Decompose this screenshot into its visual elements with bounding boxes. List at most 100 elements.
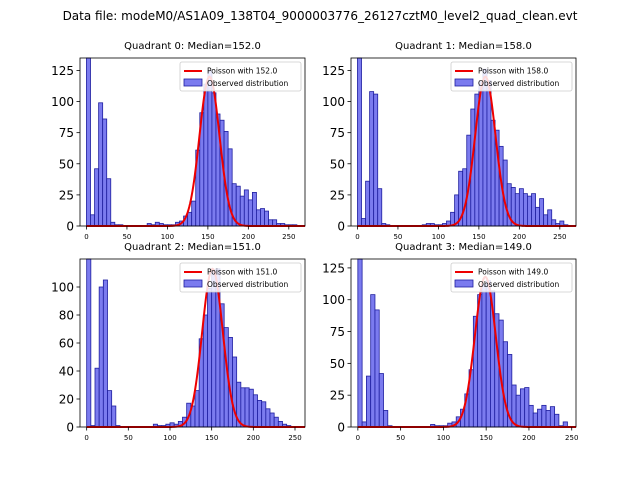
histogram-bar	[519, 388, 526, 428]
histogram-bar	[490, 119, 496, 227]
histogram-bar	[194, 390, 200, 428]
histogram-bar	[539, 198, 545, 227]
histogram-bar	[378, 373, 384, 428]
legend-observed-label: Observed distribution	[478, 79, 559, 88]
histogram-bar	[524, 387, 530, 428]
x-tick-label: 50	[393, 233, 402, 241]
y-tick-label: 75	[330, 325, 345, 339]
y-tick-label: 100	[322, 293, 345, 307]
legend-observed-label: Observed distribution	[207, 280, 288, 289]
histogram-bar	[251, 191, 257, 227]
histogram-bar	[244, 387, 250, 428]
x-tick-label: 250	[288, 434, 301, 442]
histogram-bar	[514, 193, 520, 227]
legend-observed-swatch	[454, 279, 474, 288]
legend: Poisson with 149.0 Observed distribution	[450, 262, 573, 293]
y-tick-label: 0	[337, 421, 345, 435]
histogram-bar	[383, 410, 389, 428]
axes-frame	[350, 57, 577, 227]
x-tick-label: 250	[565, 434, 578, 442]
subplot-title: Quadrant 1: Median=158.0	[395, 41, 532, 52]
histogram-bar	[365, 180, 371, 227]
y-tick-label: 40	[59, 365, 74, 379]
histogram-bar	[239, 195, 245, 227]
histogram-bar	[252, 394, 258, 428]
histogram-bar	[202, 314, 208, 428]
x-tick-label: 250	[553, 233, 566, 241]
histogram-bar	[273, 416, 279, 428]
histogram-bar	[527, 195, 532, 227]
subplot-quadrant-1: Quadrant 1: Median=158.0 0 50 100 150 200 250 0…	[322, 41, 577, 241]
histogram-bar	[102, 279, 108, 428]
histogram-bar	[86, 258, 92, 428]
histogram-bar	[260, 208, 265, 227]
histogram-bar	[187, 211, 193, 227]
y-tick-label: 125	[322, 261, 345, 275]
y-tick-label: 100	[322, 95, 345, 109]
histogram-bar	[264, 210, 269, 227]
histogram-bar	[361, 218, 366, 227]
legend-observed-label: Observed distribution	[207, 79, 288, 88]
histogram-bar	[535, 206, 540, 227]
x-tick-label: 150	[472, 233, 485, 241]
histogram-bar	[94, 168, 100, 227]
histogram-bar	[549, 406, 556, 428]
legend-poisson-label: Poisson with 152.0	[207, 67, 277, 76]
histogram-bar	[531, 193, 536, 227]
subplot-quadrant-3: Quadrant 3: Median=149.0 0 50 100 150 200 250 0…	[322, 242, 578, 442]
histogram-bar	[207, 287, 213, 428]
y-tick-label: 75	[330, 126, 345, 140]
histogram-bar	[545, 410, 551, 428]
histogram-bar	[547, 209, 553, 227]
y-tick-label: 20	[59, 393, 74, 407]
subplot-title: Quadrant 2: Median=151.0	[124, 242, 261, 253]
histogram-bar	[365, 375, 372, 428]
x-tick-label: 150	[479, 434, 492, 442]
histogram-bar	[369, 91, 375, 227]
histogram-bar	[515, 394, 521, 428]
histogram-bar	[543, 214, 549, 227]
legend: Poisson with 158.0 Observed distribution	[450, 61, 573, 92]
histogram-bar	[211, 269, 217, 428]
histogram-bar	[207, 70, 213, 227]
legend: Poisson with 151.0 Observed distribution	[179, 262, 302, 293]
y-tick-label: 25	[330, 389, 345, 403]
y-tick-label: 50	[59, 157, 74, 171]
y-tick-label: 0	[66, 220, 74, 234]
y-tick-label: 50	[330, 157, 345, 171]
x-tick-label: 0	[84, 434, 88, 442]
legend-box	[450, 61, 573, 92]
legend-box	[450, 262, 573, 293]
histogram-bar	[532, 412, 538, 428]
subplot-grid: Quadrant 0: Median=152.00 50 100 150 200 2500…	[51, 41, 578, 442]
histogram-bar	[247, 199, 253, 227]
histogram-bar	[373, 93, 379, 227]
histogram-bar	[235, 185, 241, 227]
legend-poisson-label: Poisson with 151.0	[207, 268, 277, 277]
legend: Poisson with 152.0 Observed distribution	[179, 61, 302, 92]
y-tick-label: 50	[330, 357, 345, 371]
histogram-bar	[265, 408, 271, 428]
y-tick-label: 75	[59, 126, 74, 140]
histogram-bar	[240, 387, 246, 428]
x-tick-label: 150	[205, 434, 218, 442]
x-tick-label: 100	[432, 233, 445, 241]
legend-observed-swatch	[183, 279, 203, 288]
x-tick-label: 200	[242, 233, 255, 241]
legend-observed-swatch	[454, 78, 474, 87]
histogram-bar	[374, 309, 380, 428]
histogram-bar	[377, 188, 383, 227]
histogram-bar	[357, 258, 363, 428]
subplot-quadrant-2: Quadrant 2: Median=151.0 0 50 100 150 200 250 0…	[51, 242, 306, 442]
axes-frame	[79, 57, 306, 227]
y-tick-label: 0	[66, 421, 74, 435]
subplot-title: Quadrant 3: Median=149.0	[395, 242, 532, 253]
legend-poisson-label: Poisson with 158.0	[478, 67, 548, 76]
histogram-bar	[94, 367, 100, 428]
x-tick-label: 50	[124, 434, 133, 442]
histogram-bar	[528, 404, 534, 428]
legend-poisson-label: Poisson with 149.0	[478, 268, 548, 277]
legend-observed-label: Observed distribution	[478, 280, 559, 289]
histogram-bar	[98, 286, 104, 428]
